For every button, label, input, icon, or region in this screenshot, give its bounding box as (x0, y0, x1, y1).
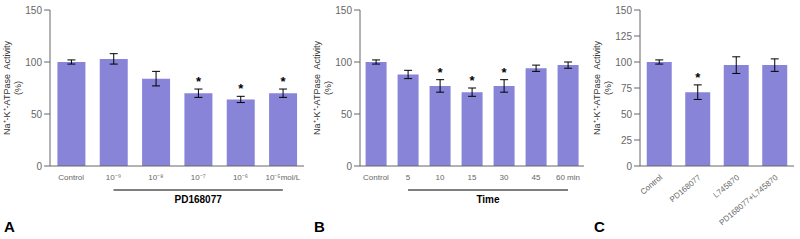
svg-text:10⁻⁶: 10⁻⁶ (233, 173, 248, 182)
svg-text:10⁻⁵mol/L: 10⁻⁵mol/L (265, 173, 300, 182)
svg-text:100: 100 (615, 57, 632, 68)
svg-text:0: 0 (346, 161, 352, 172)
svg-text:A: A (8, 218, 15, 235)
svg-text:B: B (314, 218, 325, 235)
svg-text:10⁻⁷: 10⁻⁷ (191, 173, 206, 182)
svg-text:50: 50 (341, 109, 353, 120)
svg-text:30: 30 (500, 173, 509, 182)
svg-text:45: 45 (532, 173, 541, 182)
svg-text:100: 100 (25, 57, 42, 68)
svg-text:25: 25 (621, 135, 633, 146)
svg-text:0: 0 (36, 161, 42, 172)
svg-text:10⁻⁹: 10⁻⁹ (106, 173, 121, 182)
svg-text:*: * (502, 65, 508, 80)
svg-text:5: 5 (406, 173, 411, 182)
svg-text:Control: Control (363, 173, 389, 182)
svg-text:10: 10 (436, 173, 445, 182)
svg-text:Na⁺-K⁺-ATPase Activity(%): Na⁺-K⁺-ATPase Activity(%) (592, 41, 613, 135)
svg-text:0: 0 (626, 161, 632, 172)
svg-text:150: 150 (25, 5, 42, 16)
svg-text:150: 150 (615, 5, 632, 16)
svg-text:75: 75 (621, 83, 633, 94)
svg-text:50: 50 (31, 109, 43, 120)
svg-text:PD168077: PD168077 (668, 173, 703, 205)
svg-text:*: * (470, 73, 476, 88)
svg-text:100: 100 (335, 57, 352, 68)
svg-text:Control: Control (639, 173, 665, 197)
svg-text:10⁻⁸: 10⁻⁸ (148, 173, 163, 182)
svg-text:Na⁺-K⁺-ATPase Activity(%): Na⁺-K⁺-ATPase Activity(%) (8, 41, 23, 135)
svg-text:60 min: 60 min (556, 173, 580, 182)
svg-text:C: C (594, 218, 605, 235)
svg-text:15: 15 (468, 173, 477, 182)
svg-text:*: * (196, 74, 202, 89)
svg-text:150: 150 (335, 5, 352, 16)
svg-text:*: * (238, 81, 244, 96)
svg-text:Control: Control (58, 173, 84, 182)
svg-text:Time: Time (476, 194, 500, 205)
svg-text:*: * (438, 65, 444, 80)
svg-text:50: 50 (621, 109, 633, 120)
svg-text:125: 125 (615, 31, 632, 42)
svg-text:PD168077+L745870: PD168077+L745870 (718, 173, 781, 228)
svg-text:L745870: L745870 (712, 173, 742, 200)
svg-text:Na⁺-K⁺-ATPase Activity(%): Na⁺-K⁺-ATPase Activity(%) (312, 41, 333, 135)
svg-text:PD168077: PD168077 (175, 194, 223, 205)
svg-text:*: * (695, 70, 701, 85)
svg-text:*: * (281, 74, 287, 89)
